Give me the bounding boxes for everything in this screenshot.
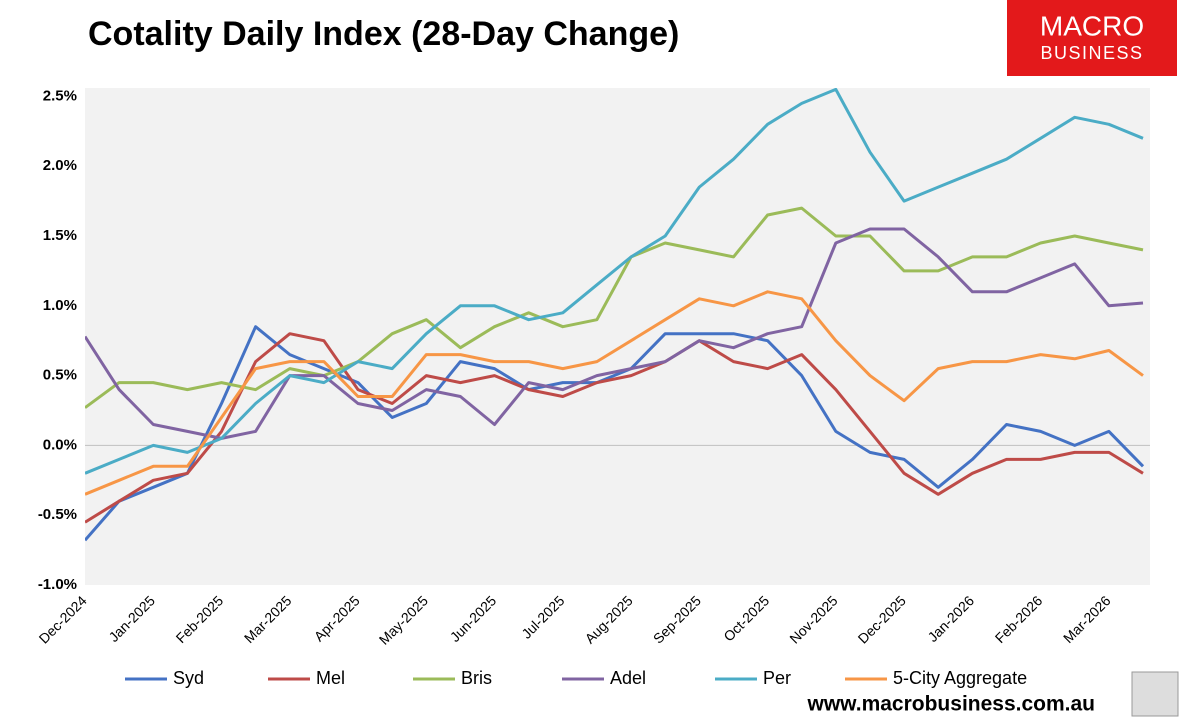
legend-label: Syd [173, 668, 204, 688]
plot-area [85, 88, 1150, 585]
x-tick-label: Jul-2025 [518, 592, 567, 641]
x-tick-label: Dec-2025 [855, 592, 909, 646]
legend-label: Per [763, 668, 791, 688]
series-line [85, 88, 1144, 475]
logo-box [1007, 0, 1177, 76]
chart-title: Cotality Daily Index (28-Day Change) [88, 15, 679, 53]
x-tick-label: May-2025 [376, 592, 431, 647]
series-line [85, 290, 1144, 496]
series-line [85, 332, 1144, 524]
logo-line: MACRO [1040, 10, 1144, 41]
series-line [85, 206, 1144, 409]
legend-label: Mel [316, 668, 345, 688]
x-tick-label: Dec-2024 [36, 592, 90, 646]
y-tick-label: -1.0% [38, 576, 77, 593]
y-tick-label: 0.5% [43, 367, 77, 384]
y-tick-label: 1.5% [43, 227, 77, 244]
x-tick-label: Sep-2025 [650, 592, 704, 646]
series-line [85, 227, 1144, 440]
x-tick-label: Feb-2026 [992, 592, 1046, 646]
logo-line: BUSINESS [1040, 43, 1143, 63]
x-tick-label: Apr-2025 [311, 592, 363, 644]
y-tick-label: 1.0% [43, 297, 77, 314]
x-tick-label: Feb-2025 [173, 592, 227, 646]
logo-icon [1131, 671, 1179, 717]
x-tick-label: Jan-2025 [105, 592, 158, 645]
x-tick-label: Oct-2025 [720, 592, 772, 644]
x-tick-label: Aug-2025 [582, 592, 636, 646]
footer-url: www.macrobusiness.com.au [807, 693, 1095, 716]
x-tick-label: Mar-2025 [241, 592, 295, 646]
x-tick-label: Jun-2025 [447, 592, 500, 645]
x-tick-label: Mar-2026 [1060, 592, 1114, 646]
legend-label: Bris [461, 668, 492, 688]
series-line [85, 325, 1145, 542]
y-tick-label: 2.0% [43, 157, 77, 174]
legend-label: 5-City Aggregate [893, 668, 1027, 688]
x-tick-label: Jan-2026 [924, 592, 977, 645]
y-tick-label: 2.5% [43, 87, 77, 104]
x-tick-label: Nov-2025 [786, 592, 840, 646]
y-tick-label: -0.5% [38, 506, 77, 523]
y-tick-label: 0.0% [43, 436, 77, 453]
legend-label: Adel [610, 668, 646, 688]
